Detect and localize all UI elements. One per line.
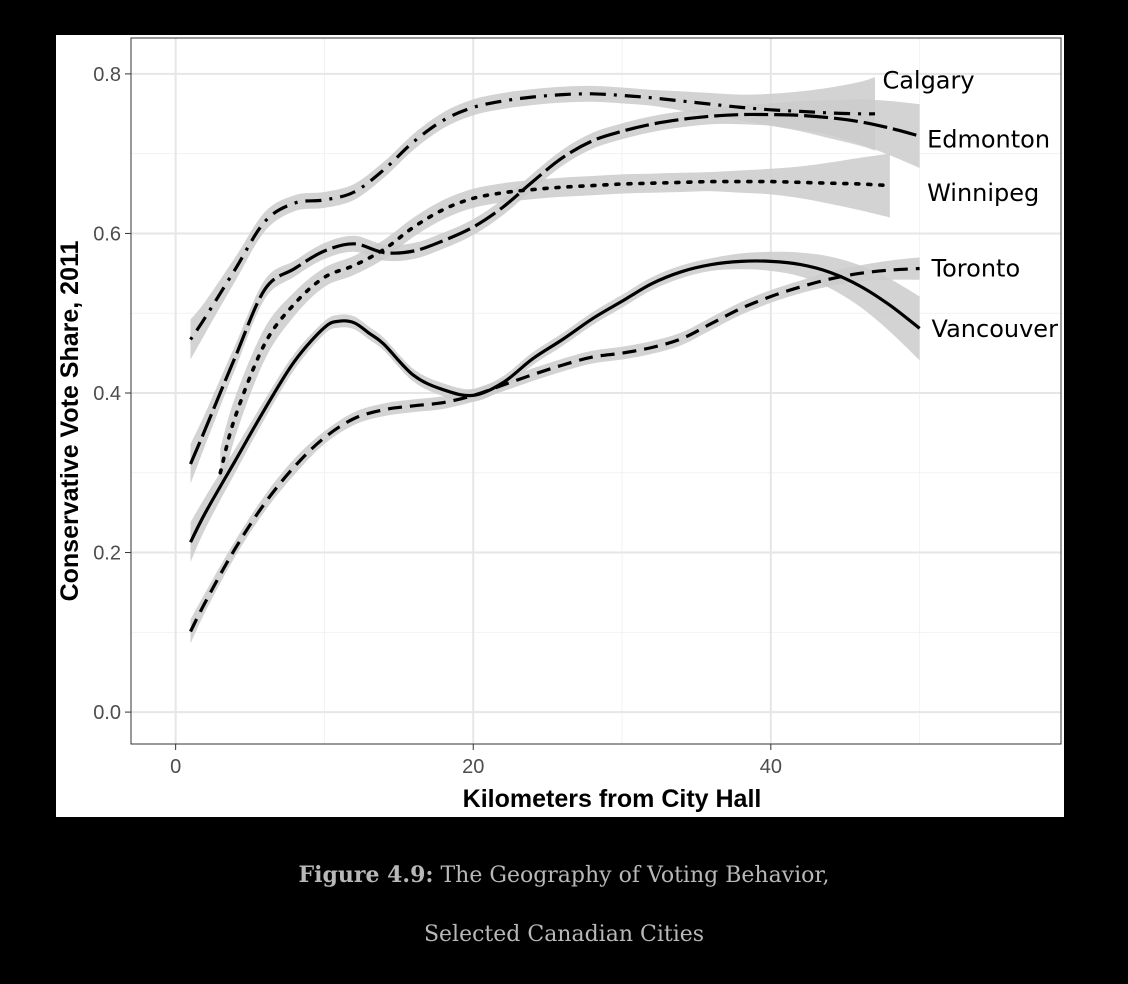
series-lines — [189, 92, 921, 633]
winnipeg-confidence-band — [220, 153, 890, 497]
vancouver-confidence-band — [190, 251, 920, 563]
y-tick-label: 0.4 — [93, 383, 121, 405]
series-label-edmonton: Edmonton — [927, 125, 1050, 153]
chart: 0 20 40 0.0 0.2 0.4 0.6 0.8 Calgary Edmonton Winn… — [56, 37, 1062, 813]
x-axis-title: Kilometers from City Hall — [463, 785, 762, 813]
series-labels: Calgary Edmonton Winnipeg Toronto Vancouver — [882, 66, 1058, 343]
vancouver-line — [189, 259, 921, 543]
figure-caption: Figure 4.9: The Geography of Voting Beha… — [0, 862, 1128, 888]
figure-subtitle: Selected Canadian Cities — [423, 922, 705, 947]
x-tick-label: 20 — [462, 756, 484, 778]
series-label-vancouver: Vancouver — [932, 315, 1059, 343]
winnipeg-line — [218, 179, 892, 475]
figure-title: The Geography of Voting Behavior, — [433, 863, 830, 888]
figure-number: Figure 4.9: — [298, 862, 434, 888]
y-tick-label: 0.2 — [93, 543, 121, 565]
toronto-line — [189, 266, 920, 633]
y-tick-label: 0.0 — [93, 702, 121, 724]
edmonton-confidence-band — [190, 99, 920, 484]
figure-panel: 0 20 40 0.0 0.2 0.4 0.6 0.8 Calgary Edmonton Winn… — [56, 35, 1064, 817]
series-label-calgary: Calgary — [882, 66, 974, 94]
edmonton-line — [189, 112, 921, 465]
plot-frame — [130, 37, 1062, 745]
calgary-line — [189, 92, 876, 341]
x-tick-label: 0 — [170, 756, 181, 778]
series-label-winnipeg: Winnipeg — [927, 179, 1039, 207]
y-tick-label: 0.6 — [93, 223, 121, 245]
series-label-toronto: Toronto — [931, 255, 1021, 283]
x-tick-label: 40 — [760, 756, 782, 778]
confidence-bands — [190, 77, 920, 644]
y-tick-label: 0.8 — [93, 64, 121, 86]
grid — [131, 38, 1061, 744]
axis-ticks: 0 20 40 0.0 0.2 0.4 0.6 0.8 — [93, 64, 782, 778]
y-axis-title: Conservative Vote Share, 2011 — [56, 240, 84, 601]
